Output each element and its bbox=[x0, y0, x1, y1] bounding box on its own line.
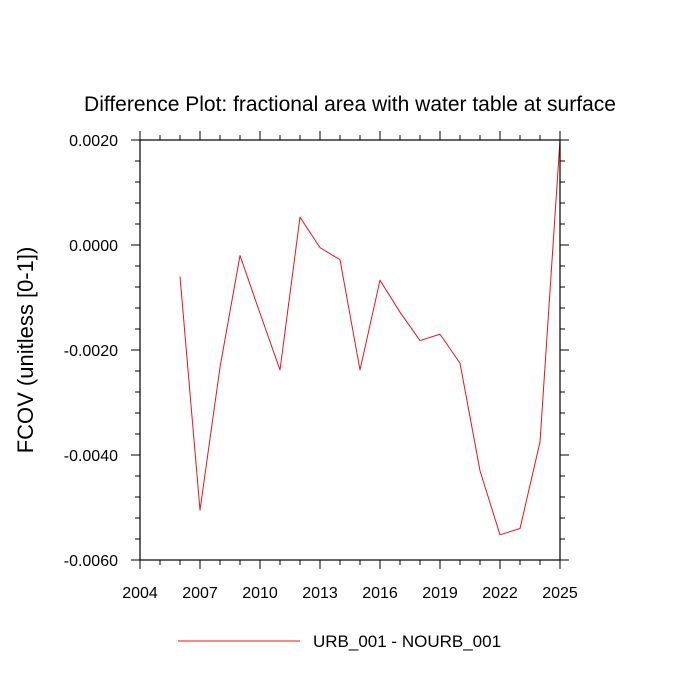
minor-ticks bbox=[135, 135, 565, 565]
x-tick-label: 2004 bbox=[122, 585, 158, 602]
chart-title: Difference Plot: fractional area with wa… bbox=[84, 93, 616, 116]
y-tick-labels: -0.0060 -0.0040 -0.0020 0.0000 0.0020 bbox=[64, 133, 118, 570]
x-tick-label: 2019 bbox=[422, 585, 458, 602]
y-tick-label: 0.0000 bbox=[69, 238, 118, 255]
plot-frame bbox=[139, 139, 561, 561]
x-tick-label: 2016 bbox=[362, 585, 398, 602]
x-tick-label: 2013 bbox=[302, 585, 338, 602]
major-ticks bbox=[131, 131, 569, 569]
legend-label: URB_001 - NOURB_001 bbox=[313, 632, 501, 651]
series-line bbox=[179, 139, 561, 536]
x-tick-label: 2007 bbox=[182, 585, 218, 602]
y-tick-label: -0.0020 bbox=[64, 343, 118, 360]
x-tick-label: 2010 bbox=[242, 585, 278, 602]
y-tick-label: -0.0060 bbox=[64, 553, 118, 570]
x-tick-label: 2025 bbox=[542, 585, 578, 602]
y-tick-label: 0.0020 bbox=[69, 133, 118, 150]
y-axis-label: FCOV (unitless [0-1]) bbox=[13, 247, 38, 454]
y-tick-label: -0.0040 bbox=[64, 448, 118, 465]
x-tick-label: 2022 bbox=[482, 585, 518, 602]
x-tick-labels: 2004 2007 2010 2013 2016 2019 2022 2025 bbox=[122, 585, 578, 602]
legend: URB_001 - NOURB_001 bbox=[178, 632, 501, 651]
